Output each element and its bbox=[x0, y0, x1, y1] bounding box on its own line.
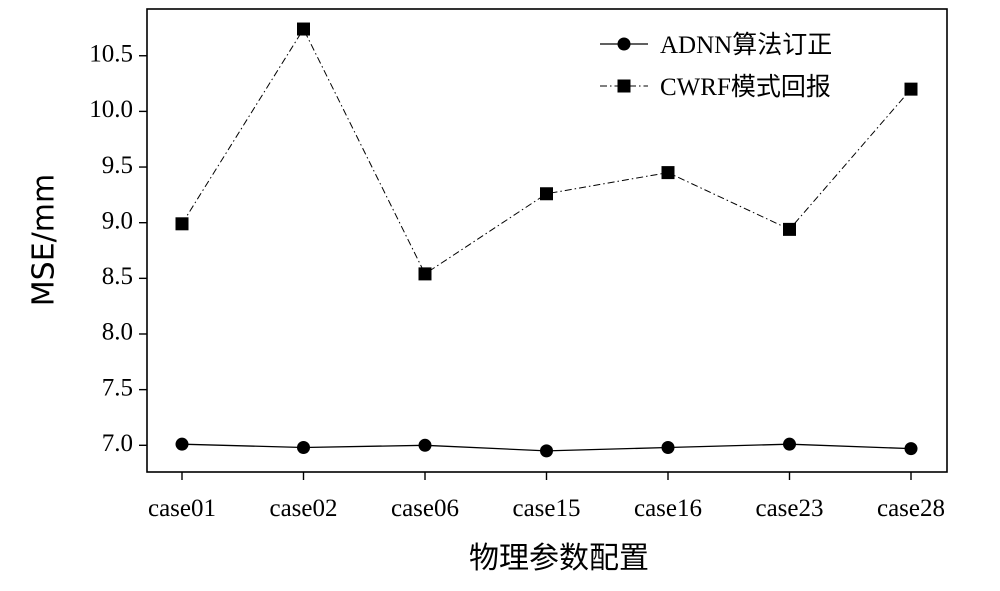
legend-marker-square bbox=[617, 79, 631, 93]
data-point bbox=[661, 166, 675, 180]
data-point bbox=[661, 441, 675, 455]
data-point bbox=[297, 441, 310, 455]
data-point bbox=[540, 187, 553, 201]
data-point bbox=[418, 438, 432, 452]
series-0 bbox=[175, 437, 918, 458]
legend-label-adnn: ADNN算法订正 bbox=[660, 31, 832, 59]
legend: ADNN算法订正 CWRF模式回报 bbox=[600, 31, 832, 101]
x-tick-label: case15 bbox=[512, 495, 580, 522]
x-axis: case01 case02 case06 case15 case16 case23 case… bbox=[148, 472, 945, 522]
data-point bbox=[904, 442, 918, 456]
data-point bbox=[175, 217, 189, 231]
x-tick-label: case28 bbox=[877, 495, 945, 522]
data-point bbox=[540, 444, 553, 458]
x-axis-title: 物理参数配置 bbox=[469, 541, 649, 576]
y-tick-label: 9.0 bbox=[102, 207, 133, 234]
data-point bbox=[297, 22, 310, 36]
x-tick-label: case16 bbox=[634, 495, 702, 522]
legend-marker-circle bbox=[617, 37, 631, 51]
y-tick-label: 7.0 bbox=[102, 430, 133, 457]
y-tick-label: 10.0 bbox=[89, 96, 133, 123]
y-axis-title: MSE/mm bbox=[27, 174, 62, 306]
y-tick-label: 7.5 bbox=[102, 374, 133, 401]
data-point bbox=[904, 82, 918, 96]
series-1 bbox=[175, 22, 918, 281]
x-tick-label: case01 bbox=[148, 495, 216, 522]
series-line bbox=[181, 28, 912, 275]
data-point bbox=[175, 437, 189, 451]
y-tick-label: 8.5 bbox=[102, 263, 133, 290]
y-tick-label: 10.5 bbox=[89, 40, 133, 67]
data-point bbox=[418, 267, 432, 281]
x-tick-label: case23 bbox=[755, 495, 823, 522]
data-point bbox=[783, 222, 796, 236]
series-layer bbox=[175, 22, 918, 458]
x-tick-label: case02 bbox=[269, 495, 337, 522]
y-axis: 7.0 7.5 8.0 8.5 9.0 9.5 10.0 10.5 bbox=[89, 40, 147, 457]
legend-label-cwrf: CWRF模式回报 bbox=[660, 73, 831, 101]
data-point bbox=[783, 437, 796, 451]
y-tick-label: 8.0 bbox=[102, 319, 133, 346]
y-tick-label: 9.5 bbox=[102, 152, 133, 179]
x-tick-label: case06 bbox=[391, 495, 459, 522]
